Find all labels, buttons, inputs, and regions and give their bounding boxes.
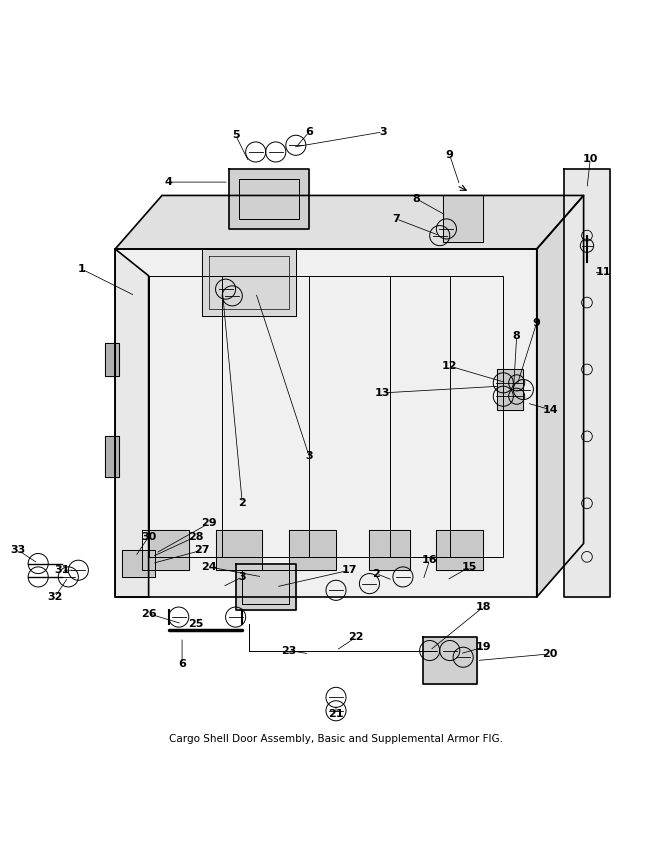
Text: 27: 27 xyxy=(194,545,210,555)
Text: 10: 10 xyxy=(583,154,598,163)
Polygon shape xyxy=(537,195,583,597)
Text: 16: 16 xyxy=(422,555,437,565)
Text: 15: 15 xyxy=(462,562,478,572)
Polygon shape xyxy=(122,550,155,577)
Text: 19: 19 xyxy=(475,642,491,652)
Text: 24: 24 xyxy=(201,562,216,572)
Text: 17: 17 xyxy=(341,565,357,575)
Text: 31: 31 xyxy=(54,565,69,575)
Text: 30: 30 xyxy=(141,532,157,541)
Polygon shape xyxy=(216,530,262,570)
Text: 11: 11 xyxy=(596,267,612,277)
Polygon shape xyxy=(115,195,583,249)
Polygon shape xyxy=(423,637,476,684)
Polygon shape xyxy=(289,530,336,570)
Text: 4: 4 xyxy=(165,177,173,187)
Polygon shape xyxy=(436,530,483,570)
Polygon shape xyxy=(236,563,296,610)
Text: 14: 14 xyxy=(542,404,558,415)
Text: 28: 28 xyxy=(187,532,203,541)
Text: 26: 26 xyxy=(141,609,157,618)
Text: Cargo Shell Door Assembly, Basic and Supplemental Armor FIG.: Cargo Shell Door Assembly, Basic and Sup… xyxy=(169,734,503,744)
Polygon shape xyxy=(142,530,189,570)
Text: 7: 7 xyxy=(392,214,400,224)
Text: 29: 29 xyxy=(201,519,216,529)
Text: 2: 2 xyxy=(239,498,246,508)
Text: 12: 12 xyxy=(442,361,458,371)
Text: 9: 9 xyxy=(446,151,454,160)
Text: 2: 2 xyxy=(372,569,380,579)
Polygon shape xyxy=(115,249,537,597)
Polygon shape xyxy=(105,437,118,476)
Text: 13: 13 xyxy=(375,387,390,398)
Polygon shape xyxy=(202,249,296,316)
Text: 21: 21 xyxy=(328,709,344,719)
Polygon shape xyxy=(564,168,610,597)
Polygon shape xyxy=(443,195,483,242)
Text: 1: 1 xyxy=(78,264,85,274)
Text: 5: 5 xyxy=(232,130,239,140)
Text: 33: 33 xyxy=(11,545,26,555)
Text: 20: 20 xyxy=(542,649,558,659)
Text: 9: 9 xyxy=(533,317,541,327)
Text: 3: 3 xyxy=(305,452,313,461)
Text: 32: 32 xyxy=(47,592,62,602)
Text: 23: 23 xyxy=(282,645,297,656)
Text: 22: 22 xyxy=(348,632,364,642)
Polygon shape xyxy=(115,249,149,597)
Text: 6: 6 xyxy=(305,127,313,137)
Text: 8: 8 xyxy=(413,194,420,204)
Text: 8: 8 xyxy=(513,331,521,341)
Text: 6: 6 xyxy=(178,659,186,669)
Polygon shape xyxy=(229,168,309,229)
Text: 25: 25 xyxy=(187,618,203,629)
Text: 18: 18 xyxy=(476,602,491,612)
Polygon shape xyxy=(105,343,118,376)
Polygon shape xyxy=(497,370,523,409)
Text: 3: 3 xyxy=(379,127,386,137)
Polygon shape xyxy=(370,530,410,570)
Text: 3: 3 xyxy=(239,572,246,582)
